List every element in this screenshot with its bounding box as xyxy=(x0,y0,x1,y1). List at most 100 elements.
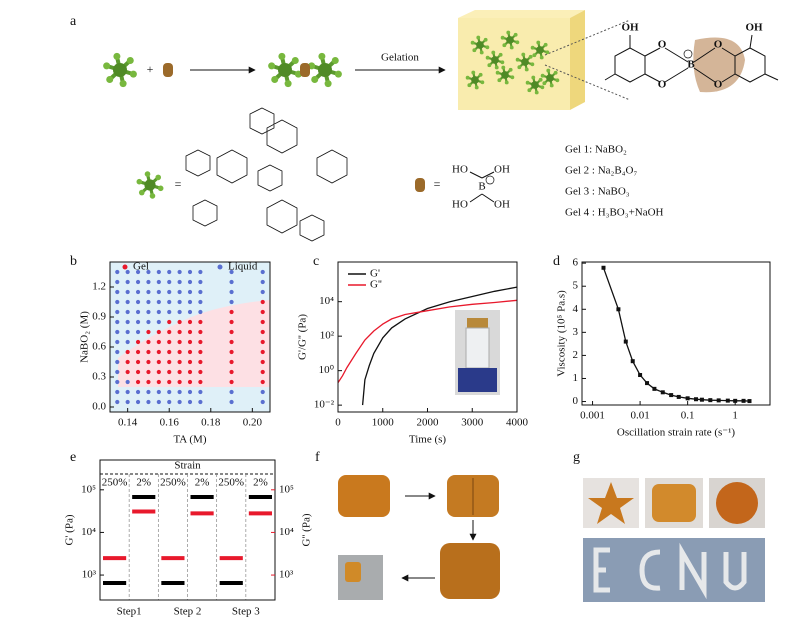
arm-end xyxy=(530,62,535,67)
x-tick-label: Step1 xyxy=(117,606,142,618)
point xyxy=(125,359,130,365)
point xyxy=(229,339,234,345)
arm-end xyxy=(525,80,530,85)
point xyxy=(260,379,265,385)
point xyxy=(260,289,265,295)
marker xyxy=(747,399,752,404)
point xyxy=(135,289,141,295)
arm-end xyxy=(521,52,526,57)
arm-end xyxy=(530,45,535,50)
point xyxy=(198,389,203,395)
gel-item: Gel 3 : NaBO₃ xyxy=(565,186,630,198)
point xyxy=(167,329,172,335)
core xyxy=(491,56,499,64)
gelation-label: Gelation xyxy=(381,52,419,64)
point xyxy=(135,299,141,305)
point xyxy=(115,309,120,315)
x-tick-label: 0.01 xyxy=(630,410,649,422)
point xyxy=(135,339,141,345)
point xyxy=(156,389,161,395)
y-tick-label: 0.0 xyxy=(92,401,106,413)
series-line xyxy=(602,267,750,402)
point xyxy=(135,349,141,355)
point xyxy=(229,269,234,275)
point xyxy=(198,299,203,305)
point xyxy=(229,349,234,355)
arm-end xyxy=(531,75,536,80)
point xyxy=(135,389,141,395)
gel-item: Gel 4 : H₃BO₃+NaOH xyxy=(565,207,664,219)
x-tick-label: Step 3 xyxy=(232,606,260,618)
marker xyxy=(616,307,621,312)
marker xyxy=(733,398,738,403)
x-tick-label: 0.20 xyxy=(243,417,263,429)
gel-piece xyxy=(345,562,361,582)
arm-end xyxy=(504,80,509,85)
core xyxy=(506,36,514,44)
bonds xyxy=(604,34,779,83)
y-tick-label: 0 xyxy=(573,395,579,407)
gel-item: Gel 1: NaBO₂ xyxy=(565,144,627,156)
point xyxy=(125,389,130,395)
point xyxy=(177,279,182,285)
y-tick-label: 0.6 xyxy=(92,341,106,353)
arm-end xyxy=(515,40,520,45)
point xyxy=(260,269,265,275)
x-tick-label: 4000 xyxy=(506,417,529,429)
legend-label: Gel xyxy=(133,261,149,273)
strain-label: 250% xyxy=(218,477,244,489)
point xyxy=(260,299,265,305)
point xyxy=(198,369,203,375)
arm-end xyxy=(553,70,558,75)
panel-label: d xyxy=(553,254,560,269)
point xyxy=(156,349,161,355)
scheme xyxy=(185,10,779,242)
point xyxy=(156,339,161,345)
arm-end xyxy=(119,80,127,88)
legend-label: G'' xyxy=(370,279,382,291)
point xyxy=(146,269,151,275)
arm-end xyxy=(478,72,483,77)
point xyxy=(229,389,234,395)
point xyxy=(198,319,203,325)
borate-bead xyxy=(163,63,173,77)
y-tick-label: 1.2 xyxy=(92,281,106,293)
point xyxy=(167,319,172,325)
point xyxy=(187,349,193,355)
vial-base xyxy=(458,368,497,392)
arm-end xyxy=(487,63,492,68)
arm-end xyxy=(506,30,511,35)
point xyxy=(260,349,265,355)
panel-label: f xyxy=(315,450,320,465)
point xyxy=(177,399,182,405)
point xyxy=(135,279,141,285)
core xyxy=(471,76,479,84)
point xyxy=(125,269,130,275)
series-line xyxy=(337,299,518,384)
arm-end xyxy=(136,178,143,185)
point xyxy=(135,399,141,405)
y-tick-label: 0.3 xyxy=(92,371,106,383)
point xyxy=(115,299,120,305)
arm-end xyxy=(113,52,121,60)
marker xyxy=(694,397,699,402)
y-axis-label: NaBO₂ (M) xyxy=(79,311,91,363)
panel-label: e xyxy=(70,450,76,465)
point xyxy=(115,329,120,335)
point xyxy=(260,319,265,325)
letters-gel xyxy=(593,542,747,600)
panel-label: a xyxy=(70,14,77,29)
arm-end xyxy=(534,90,539,95)
core xyxy=(546,74,554,82)
point xyxy=(125,369,130,375)
x-tick-label: 1000 xyxy=(372,417,395,429)
arm-end xyxy=(278,52,286,60)
y-axis-label: Viscosity (10⁵ Pa.s) xyxy=(556,290,568,377)
point xyxy=(177,309,182,315)
x-tick-label: 0 xyxy=(335,417,341,429)
arm-end xyxy=(540,85,545,90)
arm-end xyxy=(479,50,484,55)
arm-end xyxy=(126,56,134,64)
core xyxy=(113,63,127,77)
point xyxy=(198,309,203,315)
